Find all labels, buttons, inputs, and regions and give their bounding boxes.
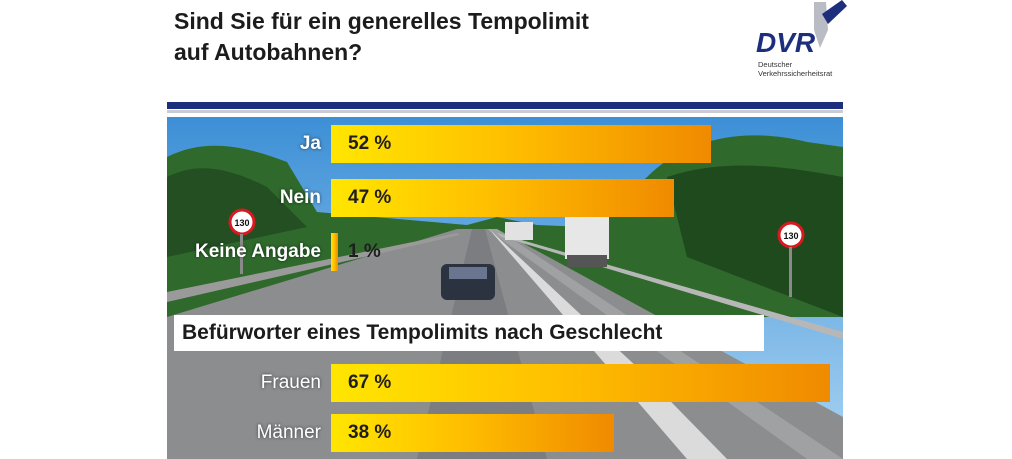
header-rule-grey <box>167 110 843 113</box>
logo-sub-line-1: Deutscher <box>758 60 793 69</box>
dvr-logo-mark: DVR <box>756 0 847 58</box>
header-rule-blue <box>167 102 843 109</box>
bar: 52 % <box>331 125 711 163</box>
dvr-logo: DVR Deutscher Verkehrssicherheitsrat <box>756 0 848 82</box>
speed-sign-left-label: 130 <box>234 218 249 228</box>
title-line-1: Sind Sie für ein generelles Tempolimit <box>174 8 589 34</box>
svg-text:DVR: DVR <box>756 27 816 58</box>
value-label: 47 % <box>348 187 392 208</box>
logo-sub-line-2: Verkehrssicherheitsrat <box>758 69 833 78</box>
category-label: Ja <box>299 133 321 154</box>
category-label: Männer <box>256 422 321 443</box>
category-label: Keine Angabe <box>195 241 321 262</box>
category-label: Nein <box>279 187 321 208</box>
speed-sign-right-label: 130 <box>783 231 798 241</box>
value-label: 1 % <box>348 241 381 262</box>
chart-overlay: Ja 52 % Nein 47 % Keine Angabe 1 % Befürworte… <box>167 117 843 459</box>
value-label: 67 % <box>348 372 392 393</box>
bar: 1 % <box>331 233 381 271</box>
chart2-title: Befürworter eines Tempolimits nach Gesch… <box>174 315 764 351</box>
bar: 38 % <box>331 414 615 452</box>
page-title: Sind Sie für ein generelles Tempolimit a… <box>174 6 589 68</box>
category-label: Frauen <box>260 372 321 393</box>
value-label: 38 % <box>348 422 392 443</box>
bar: 47 % <box>331 179 675 217</box>
value-label: 52 % <box>348 133 392 154</box>
bar: 67 % <box>331 364 831 402</box>
title-line-2: auf Autobahnen? <box>174 39 363 65</box>
